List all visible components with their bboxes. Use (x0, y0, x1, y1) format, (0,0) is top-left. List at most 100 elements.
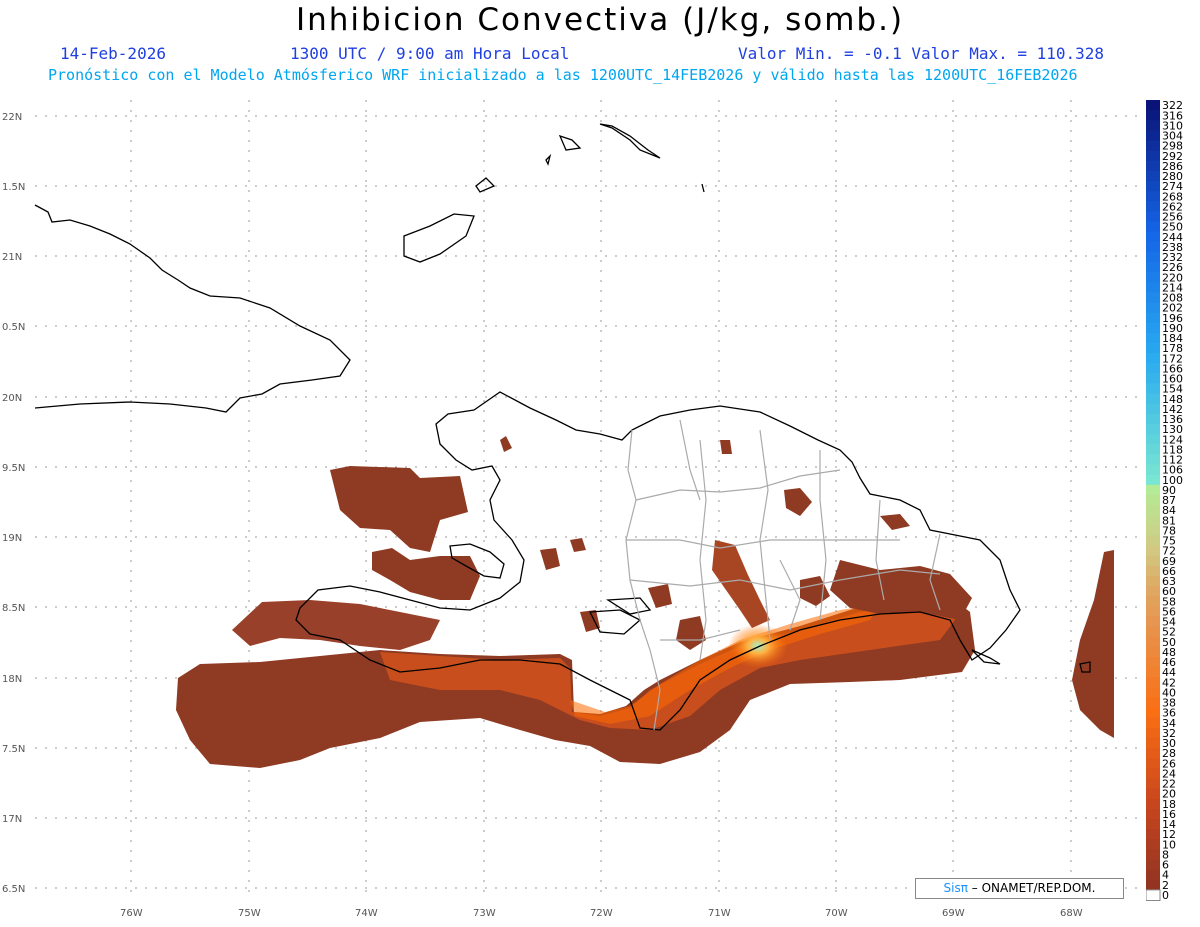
cin-shading (176, 436, 1114, 768)
legend-swatch (1146, 808, 1160, 820)
legend-label: 310 (1162, 119, 1183, 132)
legend-swatch (1146, 413, 1160, 425)
legend-swatch (1146, 302, 1160, 314)
legend-swatch (1146, 788, 1160, 800)
legend-swatch (1146, 636, 1160, 648)
legend-swatch (1146, 130, 1160, 142)
legend-swatch (1146, 707, 1160, 719)
legend-swatch (1146, 737, 1160, 749)
legend-label: 316 (1162, 109, 1183, 122)
legend-swatch (1146, 241, 1160, 253)
map-title: Inhibicion Convectiva (J/kg, somb.) (295, 2, 905, 38)
legend-swatch (1146, 515, 1160, 526)
legend-label: 32 (1162, 727, 1176, 740)
legend-label: 20 (1162, 788, 1176, 801)
legend-swatch (1146, 778, 1160, 790)
lon-label: 73W (473, 908, 496, 919)
legend-swatch (1146, 717, 1160, 729)
legend-label: 84 (1162, 504, 1176, 517)
lon-label: 71W (708, 908, 731, 919)
lon-label: 76W (120, 908, 143, 919)
legend-swatch (1146, 474, 1160, 486)
bahamas-island-2 (475, 177, 496, 193)
lon-label: 75W (238, 908, 261, 919)
legend-swatch (1146, 312, 1160, 324)
legend-swatch (1146, 829, 1160, 840)
legend-swatch (1146, 646, 1160, 658)
samana-shading (830, 560, 972, 620)
legend-label: 208 (1162, 292, 1183, 305)
jamaica-coast (449, 543, 505, 579)
legend-label: 256 (1162, 211, 1183, 224)
legend-label: 244 (1162, 231, 1183, 244)
legend-swatch (1146, 181, 1160, 192)
legend-label: 52 (1162, 626, 1176, 639)
lat-label: 17N (2, 814, 22, 825)
legend-swatch (1146, 849, 1160, 860)
forecast-time: 1300 UTC / 9:00 am Hora Local (290, 44, 570, 63)
legend-label: 60 (1162, 585, 1176, 598)
legend-label: 48 (1162, 646, 1176, 659)
legend-swatch (1146, 454, 1160, 466)
lon-label: 70W (825, 908, 848, 919)
legend-swatch (1146, 667, 1160, 678)
legend-swatch (1146, 525, 1160, 536)
legend-label: 26 (1162, 757, 1176, 770)
legend-swatch (1146, 818, 1160, 830)
legend-swatch (1146, 282, 1160, 293)
legend-swatch (1146, 677, 1160, 688)
legend-label: 226 (1162, 261, 1183, 274)
legend-label: 160 (1162, 373, 1183, 386)
legend-swatch (1146, 444, 1160, 455)
legend-label: 154 (1162, 383, 1183, 396)
tiburon-peninsula-shading (232, 600, 440, 650)
lat-label: 20N (2, 393, 22, 404)
legend-swatch (1146, 575, 1160, 587)
legend-label: 66 (1162, 565, 1176, 578)
legend-label: 148 (1162, 393, 1183, 406)
bahamas-island-4 (558, 134, 582, 151)
legend-label: 178 (1162, 342, 1183, 355)
legend-label: 30 (1162, 737, 1176, 750)
legend-label: 18 (1162, 798, 1176, 811)
legend-swatch (1146, 768, 1160, 779)
longitude-labels: 76W 75W 74W 73W 72W 71W 70W 69W 68W (120, 908, 1083, 919)
legend-label: 286 (1162, 160, 1183, 173)
legend-swatch (1146, 201, 1160, 212)
legend-swatch (1146, 889, 1161, 901)
legend-swatch (1146, 403, 1160, 415)
legend-label: 34 (1162, 717, 1176, 730)
legend-label: 250 (1162, 221, 1183, 234)
lat-label: 21N (2, 252, 22, 263)
legend-label: 50 (1162, 636, 1176, 649)
legend-labels: 3223163103042982922862802742682622562502… (1162, 100, 1183, 902)
legend-swatch (1146, 150, 1160, 162)
legend-label: 184 (1162, 332, 1183, 345)
legend-swatch (1146, 596, 1160, 607)
legend-label: 63 (1162, 575, 1176, 588)
lat-label: 0.5N (2, 322, 25, 333)
legend-label: 42 (1162, 676, 1176, 689)
legend-swatch (1146, 393, 1160, 405)
legend-swatch (1146, 869, 1160, 881)
legend-swatch (1146, 494, 1160, 506)
legend-swatch (1146, 839, 1160, 850)
legend-label: 280 (1162, 170, 1183, 183)
legend-swatch (1146, 211, 1160, 223)
legend-swatch (1146, 221, 1160, 233)
legend-label: 75 (1162, 535, 1176, 548)
legend-label: 304 (1162, 130, 1183, 143)
legend-label: 262 (1162, 200, 1183, 213)
legend-label: 16 (1162, 808, 1176, 821)
legend-swatch (1146, 120, 1160, 131)
lat-label: 6.5N (2, 884, 25, 895)
legend-label: 10 (1162, 838, 1176, 851)
lon-label: 68W (1060, 908, 1083, 919)
legend-label: 4 (1162, 869, 1169, 882)
legend-label: 14 (1162, 818, 1176, 831)
latitude-labels: 22N 1.5N 21N 0.5N 20N 9.5N 19N 8.5N 18N … (2, 112, 25, 895)
legend-label: 112 (1162, 454, 1183, 467)
legend-swatch (1146, 626, 1160, 638)
legend-label: 202 (1162, 302, 1183, 315)
